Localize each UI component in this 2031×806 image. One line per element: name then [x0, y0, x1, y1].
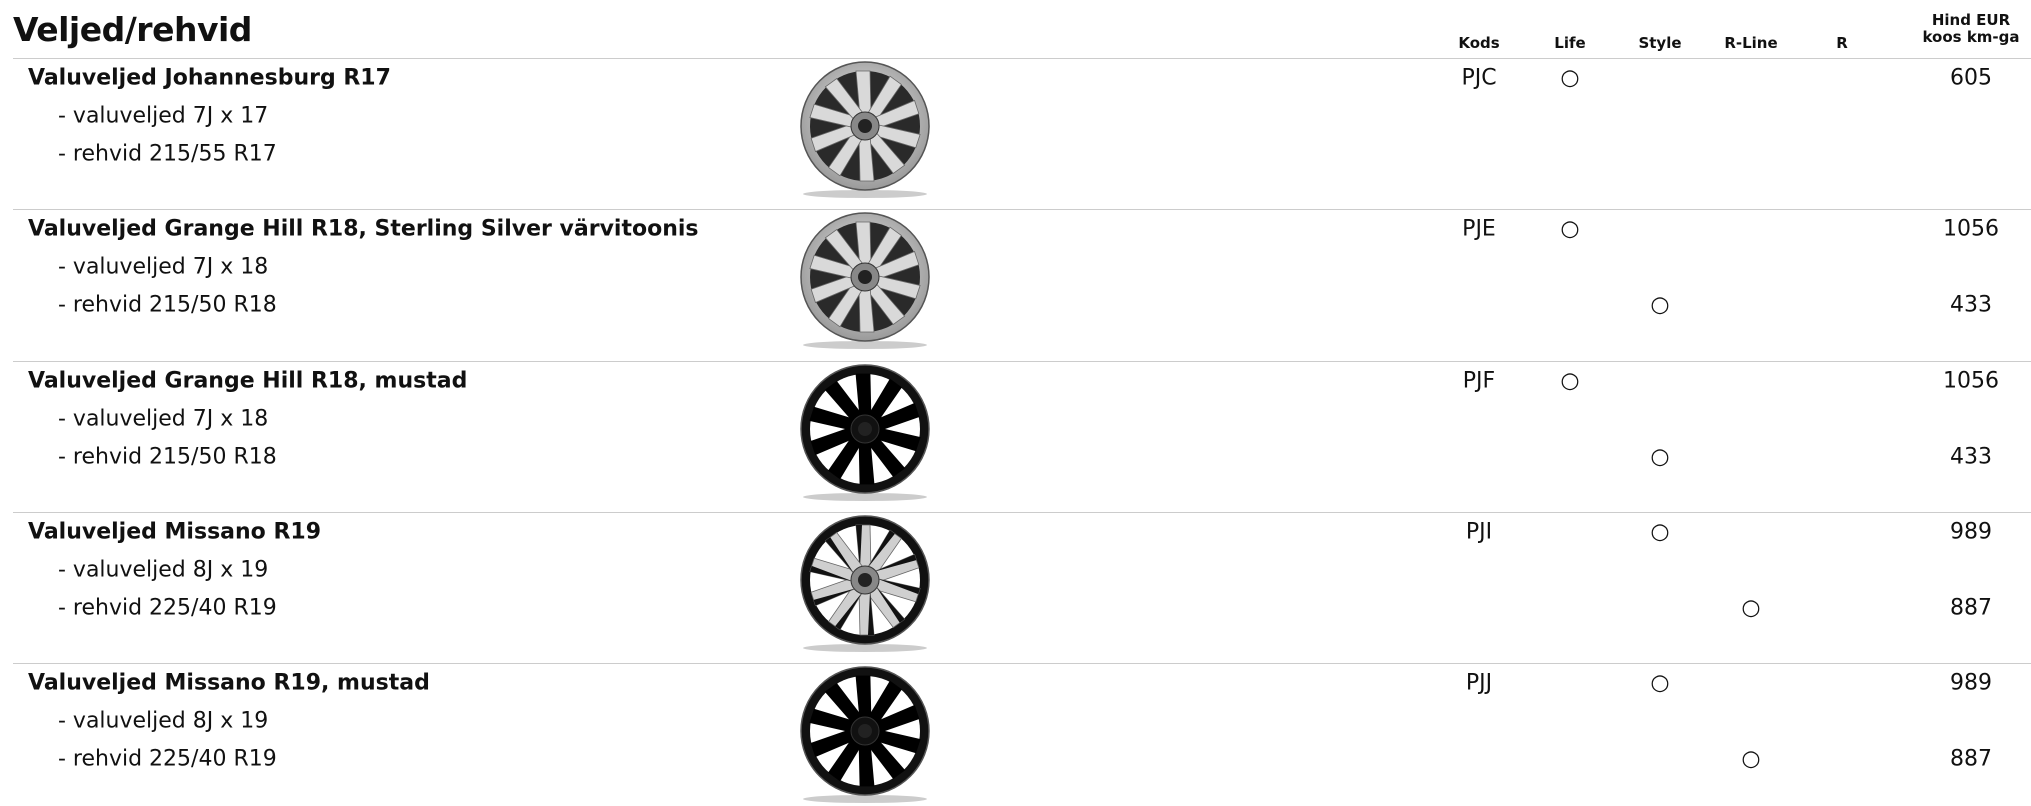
wheel-image — [790, 202, 940, 352]
wheel-image — [790, 354, 940, 504]
code: PJJ — [1466, 671, 1492, 696]
price: 433 — [1950, 444, 1992, 469]
wheel-name: Valuveljed Johannesburg R17 — [28, 66, 391, 91]
code: PJF — [1463, 368, 1495, 393]
wheel-spec: - valuveljed 8J x 19 — [58, 557, 268, 582]
availability-mark: ○ — [1741, 747, 1760, 772]
availability-mark: ○ — [1741, 595, 1760, 620]
column-header: R-Line — [1724, 35, 1777, 51]
price: 1056 — [1943, 217, 1999, 242]
price: 989 — [1950, 519, 1992, 544]
code: PJC — [1461, 66, 1496, 91]
availability-mark: ○ — [1650, 444, 1669, 469]
price: 433 — [1950, 293, 1992, 318]
price: 887 — [1950, 747, 1992, 772]
wheel-spec: - valuveljed 7J x 18 — [58, 255, 268, 280]
row-separator — [13, 663, 2031, 664]
wheel-spec: - rehvid 225/40 R19 — [58, 595, 277, 620]
price: 887 — [1950, 595, 1992, 620]
wheel-name: Valuveljed Grange Hill R18, mustad — [28, 368, 467, 393]
code: PJI — [1466, 519, 1492, 544]
wheel-image — [790, 656, 940, 806]
wheel-spec: - valuveljed 7J x 17 — [58, 104, 268, 129]
wheel-spec: - rehvid 215/50 R18 — [58, 444, 277, 469]
column-header: Life — [1554, 35, 1585, 51]
wheel-name: Valuveljed Grange Hill R18, Sterling Sil… — [28, 217, 699, 242]
availability-mark: ○ — [1650, 293, 1669, 318]
price: 605 — [1950, 66, 1992, 91]
availability-mark: ○ — [1650, 671, 1669, 696]
wheel-name: Valuveljed Missano R19 — [28, 519, 321, 544]
row-separator — [13, 512, 2031, 513]
wheel-spec: - rehvid 225/40 R19 — [58, 747, 277, 772]
page: Veljed/rehvid Kods Life Style R-Line R Hind E… — [0, 0, 2031, 806]
column-header: Kods — [1458, 35, 1499, 51]
row-separator — [13, 361, 2031, 362]
availability-mark: ○ — [1560, 217, 1579, 242]
availability-mark: ○ — [1650, 519, 1669, 544]
wheel-name: Valuveljed Missano R19, mustad — [28, 671, 430, 696]
price: 989 — [1950, 671, 1992, 696]
price: 1056 — [1943, 368, 1999, 393]
wheel-spec: - rehvid 215/50 R18 — [58, 293, 277, 318]
wheel-spec: - valuveljed 8J x 19 — [58, 709, 268, 734]
column-header: R — [1836, 35, 1848, 51]
column-header: Style — [1638, 35, 1681, 51]
row-separator — [13, 209, 2031, 210]
availability-mark: ○ — [1560, 66, 1579, 91]
wheel-image — [790, 51, 940, 201]
column-header: Hind EUR — [1932, 12, 2010, 28]
column-header: koos km-ga — [1922, 29, 2019, 45]
wheel-spec: - rehvid 215/55 R17 — [58, 142, 277, 167]
page-title: Veljed/rehvid — [13, 10, 252, 49]
availability-mark: ○ — [1560, 368, 1579, 393]
wheel-spec: - valuveljed 7J x 18 — [58, 406, 268, 431]
row-separator — [13, 58, 2031, 59]
code: PJE — [1462, 217, 1496, 242]
wheel-image — [790, 505, 940, 655]
